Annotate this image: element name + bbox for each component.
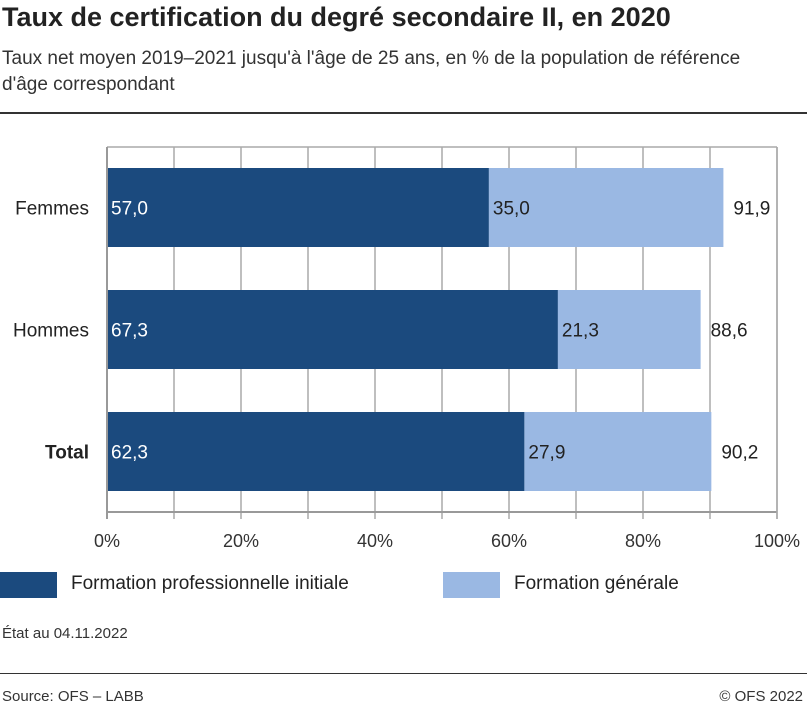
category-label: Femmes (15, 199, 89, 220)
x-tick-label: 40% (357, 531, 393, 551)
category-label: Hommes (13, 321, 89, 342)
top-divider (0, 112, 807, 114)
total-label: 90,2 (721, 443, 758, 464)
total-label: 91,9 (733, 199, 770, 220)
data-label: 57,0 (111, 199, 148, 220)
bar-segment (557, 290, 701, 369)
copyright: © OFS 2022 (719, 688, 803, 705)
chart-title: Taux de certification du degré secondair… (2, 2, 671, 32)
legend-swatch-generale (443, 572, 500, 598)
x-tick-label: 100% (754, 531, 800, 551)
chart-subtitle: Taux net moyen 2019–2021 jusqu'à l'âge d… (2, 48, 741, 95)
data-label: 67,3 (111, 321, 148, 342)
data-label: 35,0 (493, 199, 530, 220)
bar-segment (107, 168, 489, 247)
x-tick-label: 60% (491, 531, 527, 551)
legend-label-generale: Formation générale (514, 573, 679, 594)
legend-label-professionnelle: Formation professionnelle initiale (71, 573, 349, 594)
total-label: 88,6 (711, 321, 748, 342)
date-note: État au 04.11.2022 (2, 625, 128, 642)
bar-segment (107, 412, 525, 491)
bar-segment (107, 290, 558, 369)
data-label: 62,3 (111, 443, 148, 464)
data-label: 27,9 (528, 443, 565, 464)
x-tick-label: 80% (625, 531, 661, 551)
category-label: Total (45, 443, 89, 464)
bar-segment (524, 412, 712, 491)
data-label: 21,3 (562, 321, 599, 342)
x-tick-label: 20% (223, 531, 259, 551)
bar-segment (488, 168, 724, 247)
legend-swatch-professionnelle (0, 572, 57, 598)
source: Source: OFS – LABB (2, 688, 144, 705)
x-tick-label: 0% (94, 531, 120, 551)
bottom-divider (0, 673, 807, 674)
